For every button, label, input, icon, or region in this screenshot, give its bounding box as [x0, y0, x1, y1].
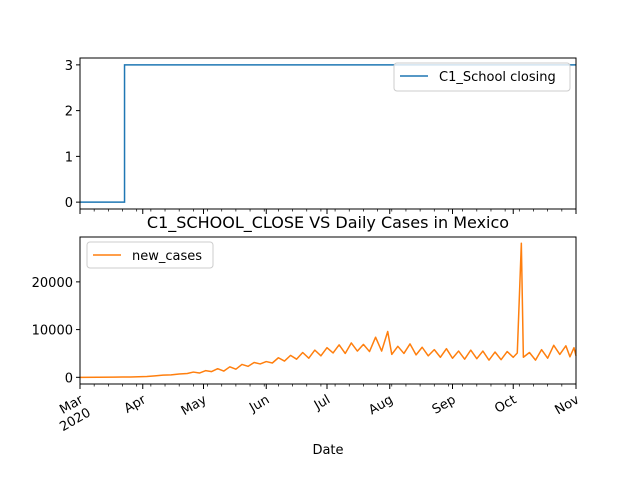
x-tick-label: Sep — [430, 392, 459, 417]
y-tick-label: 2 — [65, 105, 73, 120]
bottom-x-ticks: Mar2020 Apr May Jun Jul Aug Sep Oct Nov — [50, 384, 583, 435]
y-tick-label: 10000 — [32, 324, 73, 339]
x-tick-label: Nov — [553, 392, 583, 418]
top-x-ticks — [79, 209, 577, 214]
y-tick-label: 0 — [65, 196, 73, 211]
x-tick-label: May — [179, 392, 210, 419]
x-tick-label: Mar2020 — [50, 392, 94, 435]
top-axes: 0 1 2 3 C1_School closing — [65, 57, 577, 214]
bottom-legend-box — [86, 241, 214, 269]
bottom-series-layer — [79, 242, 577, 379]
x-tick-label: Jun — [246, 392, 272, 416]
x-tick-label: Jul — [311, 392, 333, 413]
bottom-y-ticks: 0 10000 20000 — [32, 276, 80, 386]
top-legend-label: C1_School closing — [439, 70, 556, 85]
series-line-c1-school-closing — [80, 64, 576, 203]
top-axes-frame — [79, 57, 577, 210]
series-line-new-cases — [79, 242, 577, 379]
top-legend-box — [393, 62, 571, 92]
x-axis-label: Date — [312, 443, 343, 458]
x-tick-label: Apr — [122, 392, 150, 417]
x-tick-label: Aug — [366, 392, 395, 418]
x-tick-label: Oct — [492, 392, 519, 416]
bottom-axes: 0 10000 20000 Mar2020 Apr May Jun Jul Aug Sep Oct… — [32, 236, 583, 458]
chart-title: C1_SCHOOL_CLOSE VS Daily Cases in Mexico — [147, 213, 509, 233]
top-series-layer — [80, 64, 576, 203]
y-tick-label: 20000 — [32, 276, 73, 291]
top-legend: C1_School closing — [393, 62, 571, 92]
bottom-legend-label: new_cases — [132, 249, 202, 264]
bottom-legend: new_cases — [86, 241, 214, 269]
y-tick-label: 1 — [65, 150, 73, 165]
top-y-ticks: 0 1 2 3 — [65, 59, 80, 211]
y-tick-label: 0 — [65, 371, 73, 386]
y-tick-label: 3 — [65, 59, 73, 74]
bottom-axes-frame — [79, 236, 577, 385]
